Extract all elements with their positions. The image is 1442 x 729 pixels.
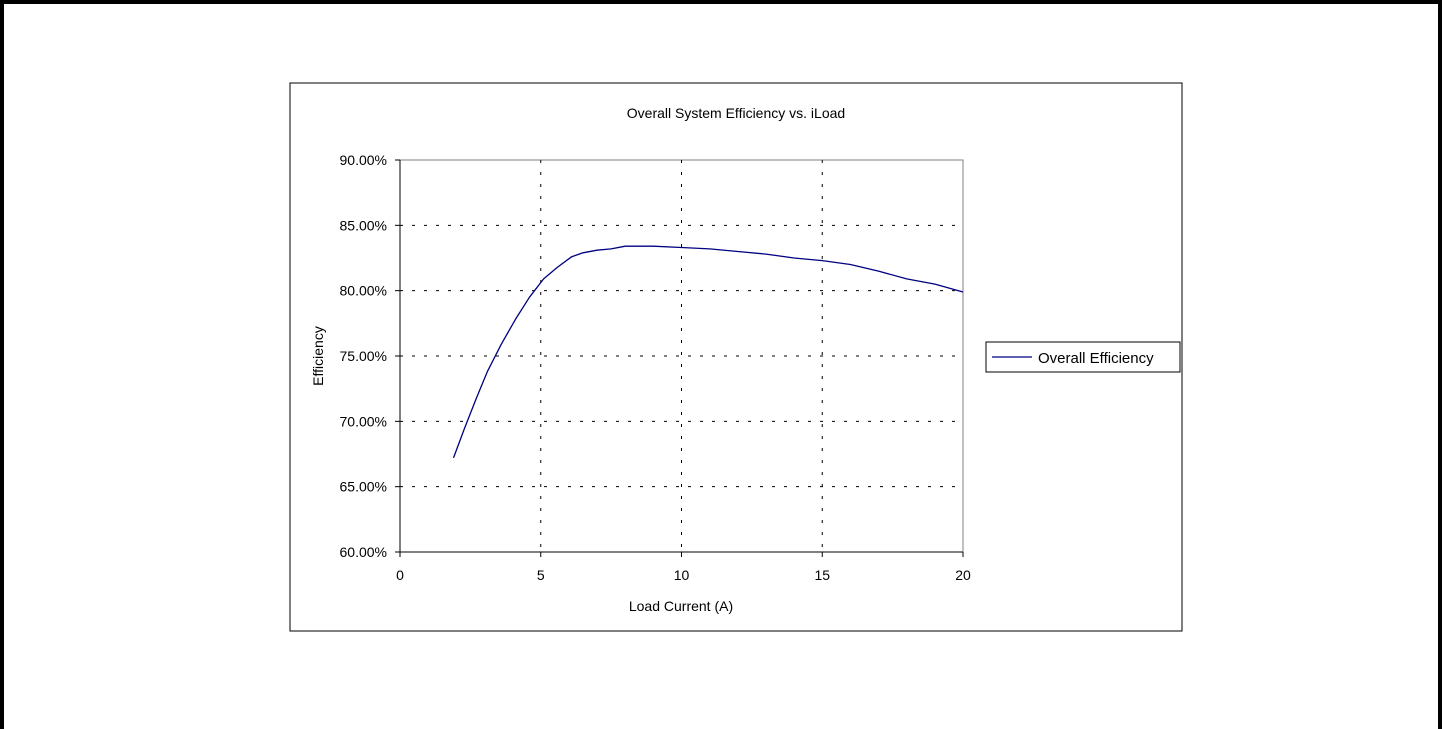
- legend: Overall Efficiency: [985, 341, 1181, 373]
- y-tick-label: 85.00%: [340, 217, 387, 233]
- y-tick-label: 60.00%: [340, 544, 387, 560]
- y-tick-label: 65.00%: [340, 479, 387, 495]
- x-tick-label: 5: [537, 567, 545, 583]
- x-tick-label: 0: [396, 567, 404, 583]
- legend-label-overall-efficiency: Overall Efficiency: [1038, 350, 1154, 367]
- chart-title: Overall System Efficiency vs. iLoad: [627, 105, 845, 121]
- x-tick-label: 15: [814, 567, 830, 583]
- y-tick-label: 90.00%: [340, 152, 387, 168]
- series-line-overall-efficiency: [452, 245, 964, 459]
- x-axis-title: Load Current (A): [629, 598, 733, 614]
- y-tick-label: 80.00%: [340, 283, 387, 299]
- plot-area: 60.00% 65.00% 70.00% 75.00% 80.00% 85.00% 90.0…: [340, 152, 971, 583]
- y-axis-title: Efficiency: [310, 326, 326, 386]
- x-tick-label: 20: [955, 567, 971, 583]
- x-tick-label: 10: [674, 567, 690, 583]
- y-tick-label: 70.00%: [340, 413, 387, 429]
- y-tick-label: 75.00%: [340, 348, 387, 364]
